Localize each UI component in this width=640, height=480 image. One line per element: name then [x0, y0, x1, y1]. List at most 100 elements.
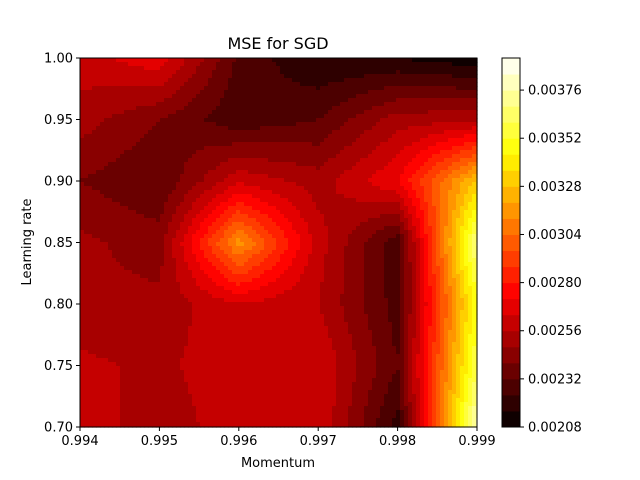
contour-cell — [120, 170, 125, 175]
contour-cell — [268, 158, 273, 163]
contour-cell — [144, 414, 149, 419]
contour-cell — [116, 82, 121, 87]
contour-cell — [172, 122, 177, 127]
contour-cell — [96, 214, 101, 219]
contour-cell — [188, 290, 193, 295]
contour-cell — [272, 106, 277, 111]
contour-cell — [264, 286, 269, 291]
contour-cell — [140, 410, 145, 415]
contour-cell — [272, 346, 277, 351]
contour-cell — [144, 382, 149, 387]
contour-cell — [208, 214, 213, 219]
contour-cell — [132, 218, 137, 223]
contour-cell — [108, 394, 113, 399]
contour-cell — [288, 234, 293, 239]
contour-cell — [228, 362, 233, 367]
contour-cell — [136, 214, 141, 219]
contour-cell — [172, 374, 177, 379]
contour-cell — [140, 90, 145, 95]
contour-cell — [264, 70, 269, 75]
contour-cell — [256, 62, 261, 67]
contour-cell — [152, 258, 157, 263]
contour-cell — [80, 90, 85, 95]
contour-cell — [244, 254, 249, 259]
contour-cell — [284, 230, 289, 235]
contour-cell — [124, 302, 129, 307]
contour-cell — [156, 70, 161, 75]
contour-cell — [236, 406, 241, 411]
contour-cell — [252, 266, 257, 271]
contour-cell — [272, 110, 277, 115]
contour-cell — [188, 354, 193, 359]
contour-cell — [168, 114, 173, 119]
contour-cell — [192, 222, 197, 227]
contour-cell — [268, 330, 273, 335]
contour-cell — [132, 270, 137, 275]
contour-cell — [168, 126, 173, 131]
contour-cell — [244, 422, 249, 427]
contour-cell — [104, 262, 109, 267]
contour-cell — [88, 58, 93, 63]
contour-cell — [252, 354, 257, 359]
contour-cell — [228, 194, 233, 199]
contour-cell — [172, 278, 177, 283]
contour-cell — [244, 318, 249, 323]
contour-cell — [212, 370, 217, 375]
contour-cell — [196, 242, 201, 247]
contour-cell — [212, 162, 217, 167]
contour-cell — [84, 202, 89, 207]
contour-cell — [184, 90, 189, 95]
contour-cell — [276, 370, 281, 375]
contour-cell — [132, 126, 137, 131]
contour-cell — [112, 330, 117, 335]
contour-cell — [100, 394, 105, 399]
contour-cell — [124, 322, 129, 327]
contour-cell — [168, 374, 173, 379]
contour-cell — [176, 110, 181, 115]
contour-cell — [92, 126, 97, 131]
contour-cell — [100, 174, 105, 179]
contour-cell — [236, 274, 241, 279]
contour-cell — [164, 322, 169, 327]
contour-cell — [272, 410, 277, 415]
contour-cell — [272, 230, 277, 235]
contour-cell — [88, 158, 93, 163]
contour-cell — [116, 362, 121, 367]
contour-cell — [108, 234, 113, 239]
contour-cell — [212, 418, 217, 423]
contour-cell — [232, 110, 237, 115]
contour-cell — [244, 218, 249, 223]
contour-cell — [184, 334, 189, 339]
contour-cell — [228, 150, 233, 155]
contour-cell — [92, 350, 97, 355]
contour-cell — [136, 362, 141, 367]
contour-cell — [152, 118, 157, 123]
contour-cell — [228, 342, 233, 347]
contour-cell — [240, 106, 245, 111]
contour-cell — [288, 246, 293, 251]
contour-cell — [140, 70, 145, 75]
contour-cell — [148, 82, 153, 87]
contour-cell — [200, 110, 205, 115]
contour-cell — [144, 270, 149, 275]
contour-cell — [276, 98, 281, 103]
contour-cell — [100, 106, 105, 111]
contour-cell — [128, 294, 133, 299]
contour-cell — [116, 134, 121, 139]
contour-cell — [92, 70, 97, 75]
contour-cell — [280, 226, 285, 231]
contour-cell — [220, 394, 225, 399]
contour-cell — [144, 330, 149, 335]
contour-cell — [108, 70, 113, 75]
contour-cell — [184, 158, 189, 163]
contour-cell — [192, 282, 197, 287]
contour-cell — [104, 358, 109, 363]
contour-cell — [120, 282, 125, 287]
contour-cell — [196, 230, 201, 235]
contour-cell — [228, 402, 233, 407]
contour-cell — [128, 246, 133, 251]
contour-cell — [280, 238, 285, 243]
contour-cell — [192, 230, 197, 235]
contour-cell — [180, 134, 185, 139]
contour-cell — [220, 214, 225, 219]
